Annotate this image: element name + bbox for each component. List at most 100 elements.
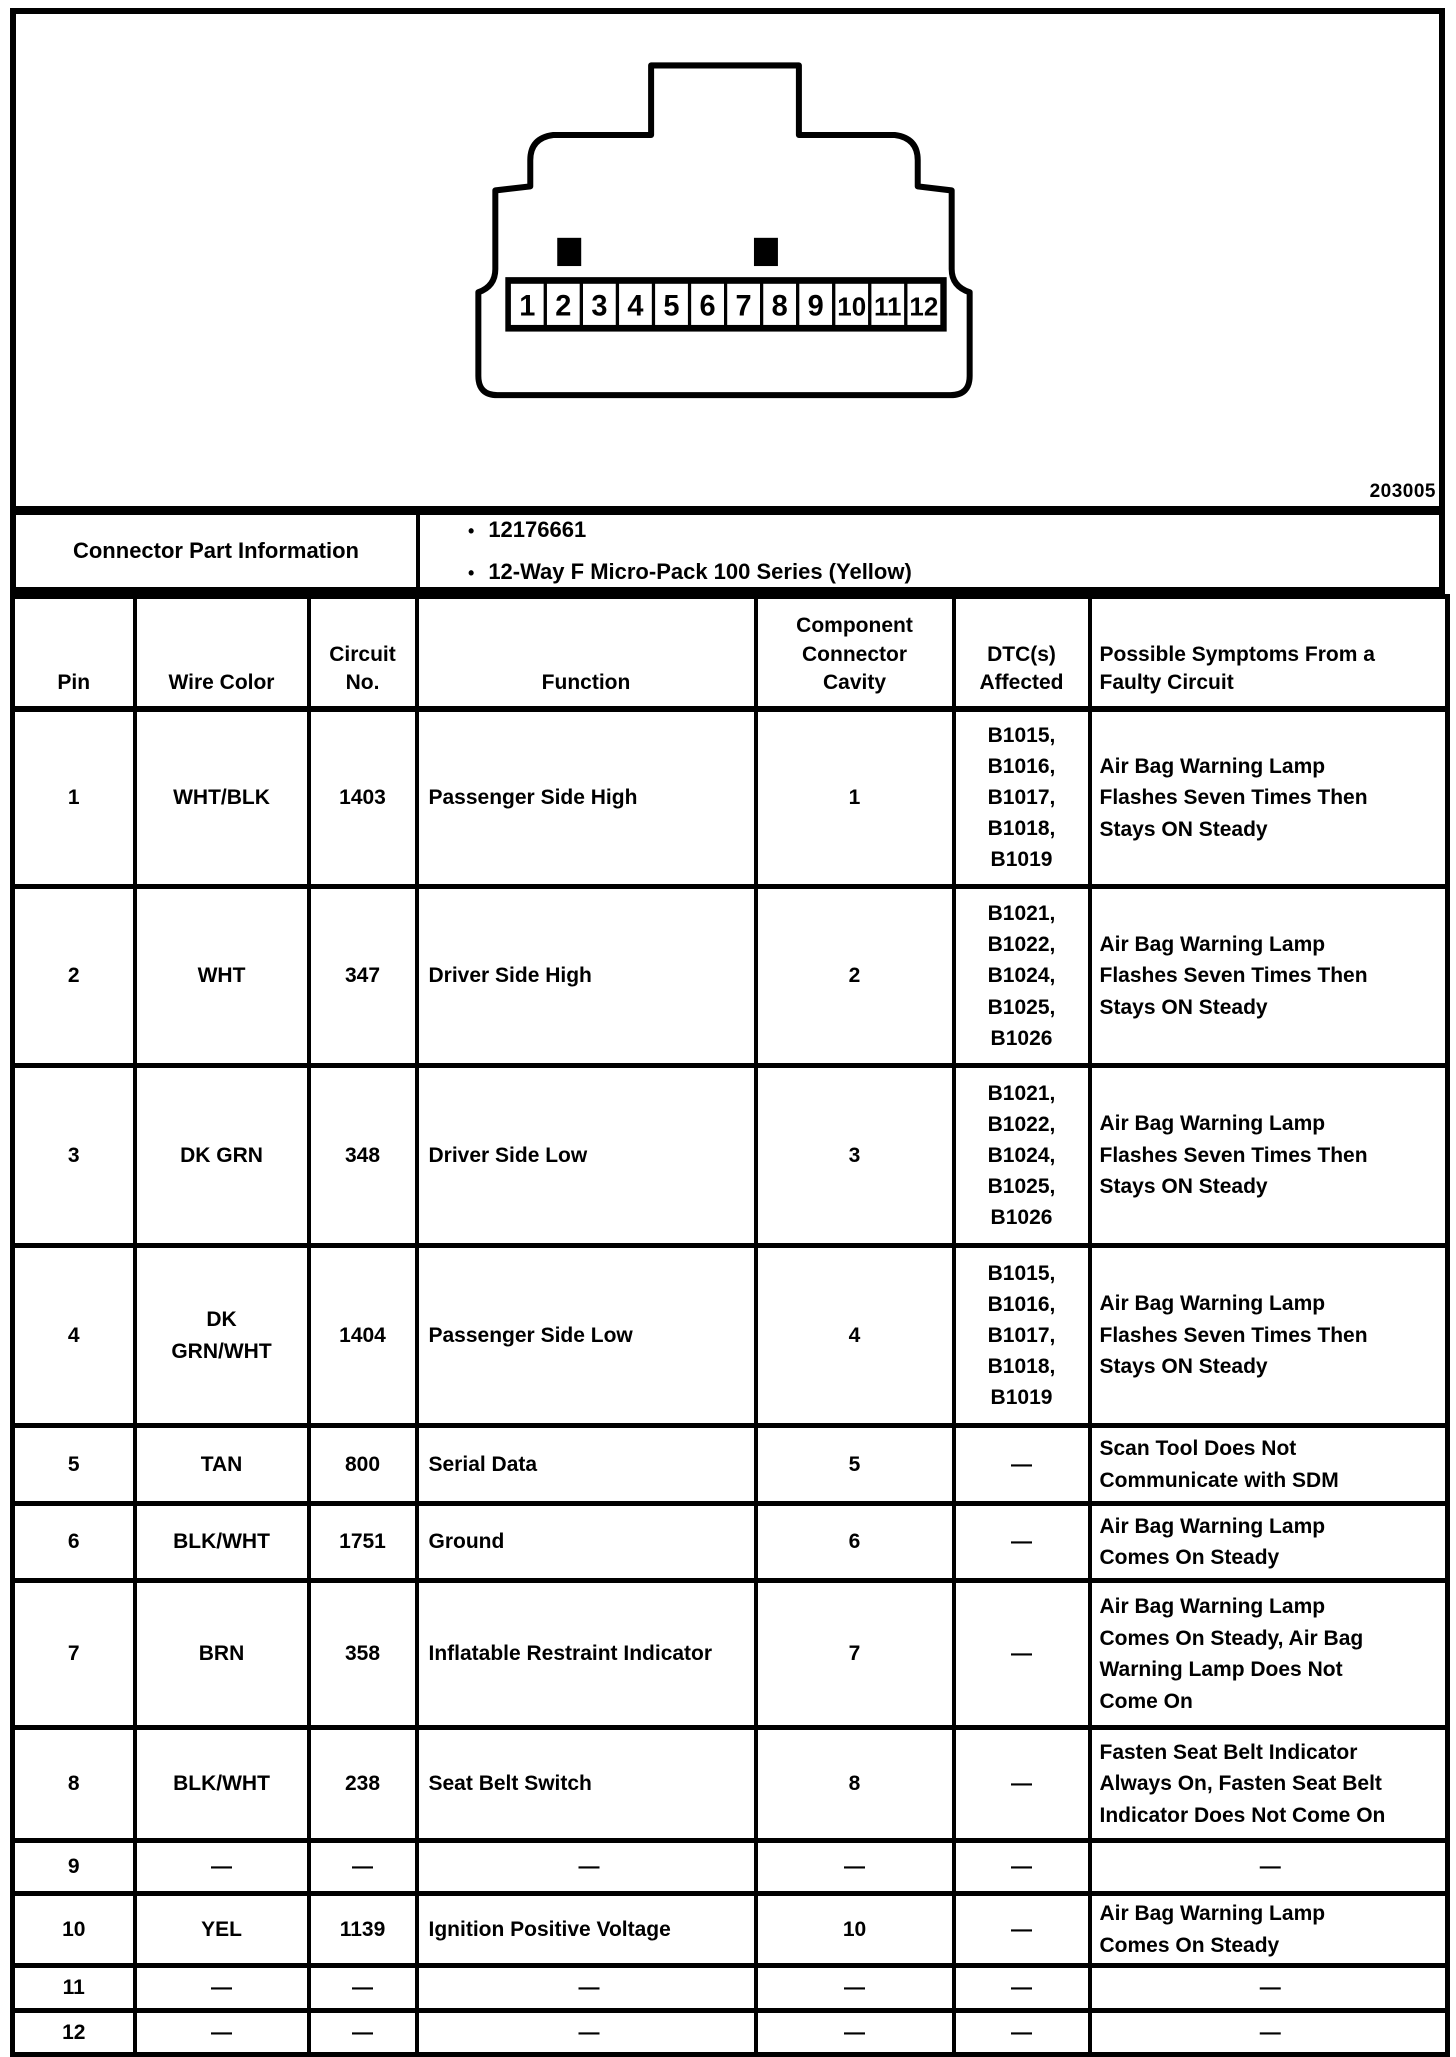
cell-cavity: 6: [753, 1501, 956, 1583]
col-header-dtcs: DTC(s) Affected: [951, 594, 1092, 712]
table-row: 7 BRN 358 Inflatable Restraint Indicator…: [10, 1578, 1450, 1730]
part-series-line: • 12-Way F Micro-Pack 100 Series (Yellow…: [468, 559, 1439, 585]
cell-function: —: [414, 1963, 758, 2013]
cell-circuit-no: 238: [306, 1725, 419, 1843]
pin-number: 6: [699, 290, 715, 322]
cell-dtcs: B1015, B1016, B1017, B1018, B1019: [951, 706, 1092, 889]
cell-dtcs: —: [951, 1963, 1092, 2013]
cell-symptoms: —: [1087, 1838, 1450, 1896]
pin-number: 11: [874, 291, 901, 321]
cell-wire-color: BRN: [132, 1578, 311, 1730]
cell-circuit-no: —: [306, 1838, 419, 1896]
cell-function: —: [414, 1838, 758, 1896]
manual-page: 1 2 3 4 5 6 7 8 9 10 11 12 203005 Connec…: [10, 8, 1450, 2057]
cell-circuit-no: 1751: [306, 1501, 419, 1583]
cell-dtcs: —: [951, 1423, 1092, 1506]
pin-number: 12: [909, 291, 938, 321]
cell-cavity: —: [753, 1963, 956, 2013]
cell-symptoms: —: [1087, 1963, 1450, 2013]
figure-number: 203005: [1369, 481, 1436, 502]
cell-function: Serial Data: [414, 1423, 758, 1506]
cell-pin: 8: [10, 1725, 137, 1843]
cell-circuit-no: —: [306, 1963, 419, 2013]
cell-pin: 12: [10, 2008, 137, 2057]
cell-pin: 9: [10, 1838, 137, 1896]
table-row: 2 WHT 347 Driver Side High 2 B1021, B102…: [10, 884, 1450, 1068]
pin-number: 8: [772, 290, 788, 322]
col-header-symptoms: Possible Symptoms From a Faulty Circuit: [1087, 594, 1450, 712]
cell-dtcs: B1021, B1022, B1024, B1025, B1026: [951, 884, 1092, 1068]
pin-number: 9: [808, 290, 824, 322]
cell-circuit-no: 1404: [306, 1243, 419, 1428]
cell-symptoms: Air Bag Warning Lamp Comes On Steady, Ai…: [1087, 1578, 1450, 1730]
cell-cavity: —: [753, 2008, 956, 2057]
cell-circuit-no: 1403: [306, 706, 419, 889]
cell-pin: 7: [10, 1578, 137, 1730]
connector-face-diagram: 1 2 3 4 5 6 7 8 9 10 11 12: [475, 62, 973, 399]
cell-wire-color: YEL: [132, 1891, 311, 1968]
cell-symptoms: Air Bag Warning Lamp Flashes Seven Times…: [1087, 1243, 1450, 1428]
cell-pin: 1: [10, 706, 137, 889]
cell-cavity: 8: [753, 1725, 956, 1843]
cell-cavity: 2: [753, 884, 956, 1068]
cell-cavity: 4: [753, 1243, 956, 1428]
col-header-cavity: Component Connector Cavity: [753, 594, 956, 712]
cell-pin: 6: [10, 1501, 137, 1583]
cell-function: Seat Belt Switch: [414, 1725, 758, 1843]
cell-dtcs: —: [951, 1838, 1092, 1896]
cell-dtcs: —: [951, 1725, 1092, 1843]
cell-wire-color: BLK/WHT: [132, 1725, 311, 1843]
cell-function: Driver Side Low: [414, 1063, 758, 1248]
table-row: 12 — — — — — —: [10, 2008, 1450, 2057]
cell-cavity: 7: [753, 1578, 956, 1730]
pinout-table: Pin Wire Color Circuit No. Function Comp…: [10, 594, 1450, 2057]
cell-dtcs: —: [951, 1501, 1092, 1583]
cell-cavity: 1: [753, 706, 956, 889]
cell-circuit-no: —: [306, 2008, 419, 2057]
cell-wire-color: WHT/BLK: [132, 706, 311, 889]
cell-function: Passenger Side Low: [414, 1243, 758, 1428]
cell-circuit-no: 348: [306, 1063, 419, 1248]
cell-cavity: 10: [753, 1891, 956, 1968]
cell-circuit-no: 800: [306, 1423, 419, 1506]
cell-dtcs: —: [951, 1578, 1092, 1730]
part-series: 12-Way F Micro-Pack 100 Series (Yellow): [488, 559, 912, 584]
cell-wire-color: —: [132, 1963, 311, 2013]
cell-symptoms: Fasten Seat Belt Indicator Always On, Fa…: [1087, 1725, 1450, 1843]
cell-dtcs: —: [951, 1891, 1092, 1968]
cell-function: Ground: [414, 1501, 758, 1583]
connector-part-info-row: Connector Part Information • 12176661 • …: [10, 506, 1445, 594]
cell-symptoms: Air Bag Warning Lamp Flashes Seven Times…: [1087, 884, 1450, 1068]
col-header-wire-color: Wire Color: [132, 594, 311, 712]
cell-dtcs: B1015, B1016, B1017, B1018, B1019: [951, 1243, 1092, 1428]
cell-function: Ignition Positive Voltage: [414, 1891, 758, 1968]
table-row: 11 — — — — — —: [10, 1963, 1450, 2013]
col-header-circuit-no: Circuit No.: [306, 594, 419, 712]
pin-number: 10: [837, 291, 866, 321]
part-number: 12176661: [488, 517, 587, 542]
table-row: 5 TAN 800 Serial Data 5 — Scan Tool Does…: [10, 1423, 1450, 1506]
part-number-line: • 12176661: [468, 517, 1439, 543]
cell-dtcs: B1021, B1022, B1024, B1025, B1026: [951, 1063, 1092, 1248]
pin-cells: [507, 280, 944, 329]
connector-part-info-label: Connector Part Information: [16, 515, 420, 587]
pin-number: 2: [555, 290, 571, 322]
col-header-pin: Pin: [10, 594, 137, 712]
cell-cavity: 5: [753, 1423, 956, 1506]
cell-circuit-no: 347: [306, 884, 419, 1068]
cell-symptoms: —: [1087, 2008, 1450, 2057]
cell-cavity: —: [753, 1838, 956, 1896]
table-row: 4 DK GRN/WHT 1404 Passenger Side Low 4 B…: [10, 1243, 1450, 1428]
cell-symptoms: Air Bag Warning Lamp Comes On Steady: [1087, 1501, 1450, 1583]
latch-key-left: [557, 237, 582, 267]
header-row: Pin Wire Color Circuit No. Function Comp…: [10, 594, 1450, 712]
col-header-function: Function: [414, 594, 758, 712]
cell-pin: 2: [10, 884, 137, 1068]
cell-dtcs: —: [951, 2008, 1092, 2057]
table-row: 6 BLK/WHT 1751 Ground 6 — Air Bag Warnin…: [10, 1501, 1450, 1583]
cell-symptoms: Air Bag Warning Lamp Flashes Seven Times…: [1087, 1063, 1450, 1248]
pin-number: 7: [736, 290, 752, 322]
table-row: 3 DK GRN 348 Driver Side Low 3 B1021, B1…: [10, 1063, 1450, 1248]
pin-number: 3: [591, 290, 607, 322]
cell-symptoms: Scan Tool Does Not Communicate with SDM: [1087, 1423, 1450, 1506]
